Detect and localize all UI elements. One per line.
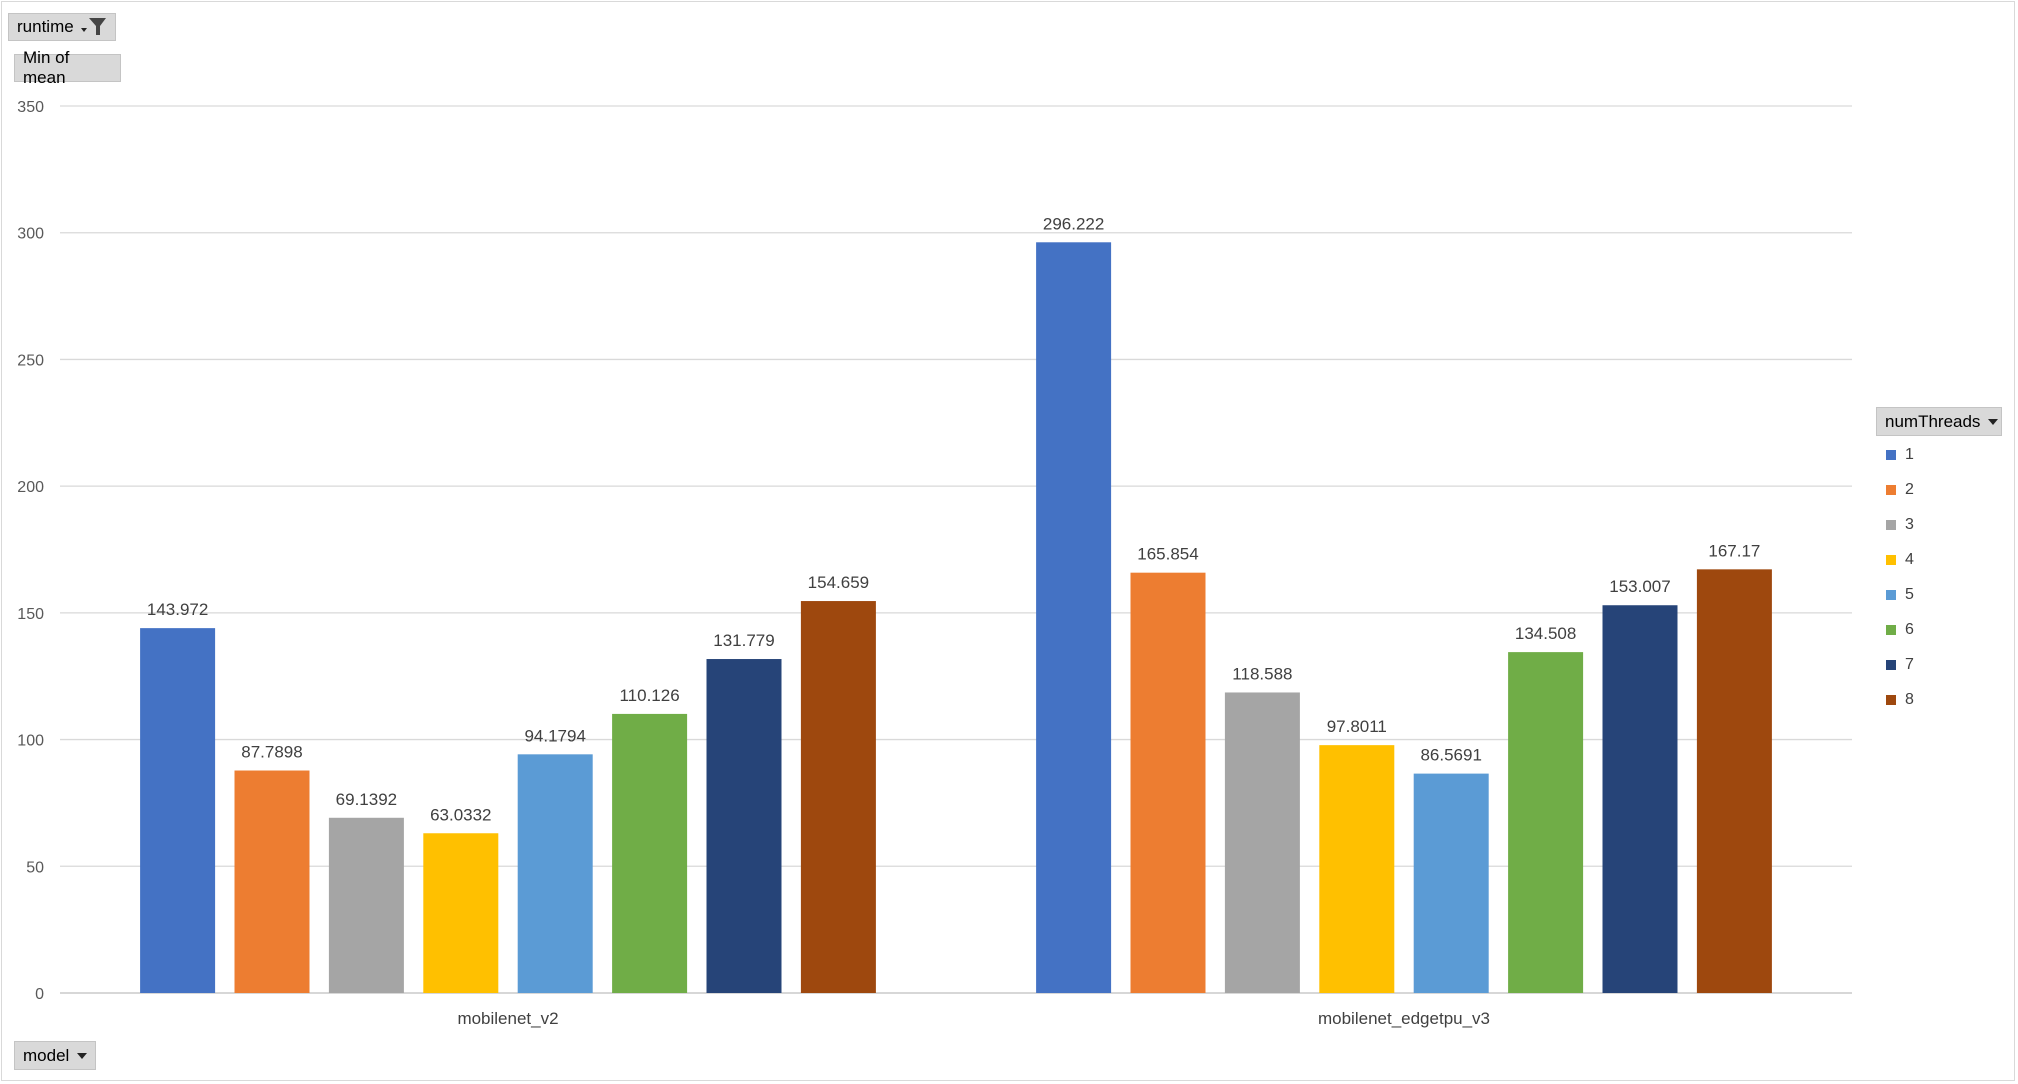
data-labels: 143.972 87.7898 69.1392 63.0332 94.1794 110.1… bbox=[147, 214, 1761, 824]
bar-mobilenet_v2-threads-8[interactable] bbox=[800, 601, 876, 993]
y-tick-label: 0 bbox=[35, 986, 44, 1003]
y-tick-label: 350 bbox=[17, 99, 44, 116]
legend-item-4[interactable]: 4 bbox=[1876, 542, 1914, 577]
data-label: 131.779 bbox=[713, 631, 774, 650]
data-label: 134.508 bbox=[1515, 624, 1576, 643]
legend-label: 8 bbox=[1905, 690, 1914, 708]
bar-mobilenet_v2-threads-7[interactable] bbox=[706, 659, 782, 993]
axis-field-button[interactable]: model bbox=[14, 1041, 96, 1070]
bar-mobilenet_edgetpu_v3-threads-4[interactable] bbox=[1319, 745, 1395, 993]
y-tick-label: 200 bbox=[17, 479, 44, 496]
data-label: 69.1392 bbox=[336, 790, 397, 809]
bar-mobilenet_edgetpu_v3-threads-1[interactable] bbox=[1036, 242, 1112, 993]
legend-swatch bbox=[1886, 449, 1896, 460]
legend-item-1[interactable]: 1 bbox=[1876, 437, 1914, 472]
value-field-button[interactable]: Min of mean bbox=[14, 48, 121, 87]
data-label: 94.1794 bbox=[524, 726, 585, 745]
runtime-filter-label: runtime bbox=[17, 17, 74, 36]
data-label: 110.126 bbox=[619, 686, 679, 705]
bars bbox=[140, 242, 1772, 993]
gridlines bbox=[60, 105, 1852, 994]
legend-item-6[interactable]: 6 bbox=[1876, 612, 1914, 647]
bar-mobilenet_edgetpu_v3-threads-2[interactable] bbox=[1130, 572, 1206, 993]
chevron-down-icon bbox=[77, 1052, 88, 1059]
bar-mobilenet_v2-threads-6[interactable] bbox=[612, 713, 688, 993]
data-label: 296.222 bbox=[1043, 214, 1104, 233]
data-label: 87.7898 bbox=[241, 743, 302, 762]
legend-swatch bbox=[1886, 554, 1896, 565]
legend-label: 2 bbox=[1905, 480, 1914, 498]
data-label: 153.007 bbox=[1609, 577, 1670, 596]
legend-swatch bbox=[1886, 694, 1896, 705]
legend-field-label: numThreads bbox=[1885, 411, 1981, 431]
bar-mobilenet_v2-threads-1[interactable] bbox=[140, 628, 216, 993]
legend: 1 2 3 4 5 6 7 8 bbox=[1876, 437, 1914, 717]
bar-mobilenet_edgetpu_v3-threads-5[interactable] bbox=[1413, 773, 1489, 993]
chevron-down-icon bbox=[1988, 418, 1999, 425]
value-field-label: Min of mean bbox=[23, 48, 70, 87]
legend-item-7[interactable]: 7 bbox=[1876, 647, 1914, 682]
legend-field-button[interactable]: numThreads bbox=[1876, 407, 2002, 436]
legend-swatch bbox=[1886, 519, 1896, 530]
data-label: 118.588 bbox=[1232, 664, 1292, 683]
bar-mobilenet_v2-threads-3[interactable] bbox=[328, 817, 404, 993]
legend-label: 6 bbox=[1905, 620, 1914, 638]
legend-label: 7 bbox=[1905, 655, 1914, 673]
y-tick-label: 50 bbox=[26, 859, 44, 876]
legend-label: 1 bbox=[1905, 445, 1914, 463]
bar-mobilenet_v2-threads-4[interactable] bbox=[423, 833, 499, 993]
x-category-label: mobilenet_edgetpu_v3 bbox=[1318, 1009, 1490, 1028]
x-axis-categories: mobilenet_v2 mobilenet_edgetpu_v3 bbox=[457, 1009, 1490, 1028]
y-tick-label: 250 bbox=[17, 352, 44, 369]
legend-item-5[interactable]: 5 bbox=[1876, 577, 1914, 612]
data-label: 143.972 bbox=[147, 600, 208, 619]
bar-mobilenet_v2-threads-5[interactable] bbox=[517, 754, 593, 993]
bar-mobilenet_edgetpu_v3-threads-3[interactable] bbox=[1224, 692, 1300, 993]
legend-item-3[interactable]: 3 bbox=[1876, 507, 1914, 542]
bar-mobilenet_edgetpu_v3-threads-8[interactable] bbox=[1696, 569, 1772, 993]
legend-item-2[interactable]: 2 bbox=[1876, 472, 1914, 507]
y-tick-label: 100 bbox=[17, 733, 44, 750]
funnel-filter-icon bbox=[81, 18, 106, 35]
x-category-label: mobilenet_v2 bbox=[457, 1009, 558, 1028]
legend-label: 4 bbox=[1905, 550, 1914, 568]
data-label: 165.854 bbox=[1137, 545, 1198, 564]
legend-swatch bbox=[1886, 589, 1896, 600]
legend-swatch bbox=[1886, 484, 1896, 495]
y-axis-ticks: 0 50 100 150 200 250 300 350 bbox=[17, 99, 44, 1003]
axis-field-label: model bbox=[23, 1045, 70, 1065]
legend-swatch bbox=[1886, 624, 1896, 635]
legend-label: 5 bbox=[1905, 585, 1914, 603]
data-label: 97.8011 bbox=[1327, 717, 1387, 736]
bar-mobilenet_v2-threads-2[interactable] bbox=[234, 770, 310, 993]
data-label: 63.0332 bbox=[430, 805, 491, 824]
y-tick-label: 300 bbox=[17, 226, 44, 243]
bar-mobilenet_edgetpu_v3-threads-7[interactable] bbox=[1602, 605, 1678, 993]
y-tick-label: 150 bbox=[17, 606, 44, 623]
runtime-filter-button[interactable]: runtime bbox=[8, 13, 116, 41]
legend-swatch bbox=[1886, 659, 1896, 670]
legend-label: 3 bbox=[1905, 515, 1914, 533]
legend-item-8[interactable]: 8 bbox=[1876, 682, 1914, 717]
data-label: 154.659 bbox=[808, 573, 869, 592]
data-label: 86.5691 bbox=[1420, 746, 1481, 765]
bar-mobilenet_edgetpu_v3-threads-6[interactable] bbox=[1508, 652, 1584, 993]
data-label: 167.17 bbox=[1708, 541, 1760, 560]
